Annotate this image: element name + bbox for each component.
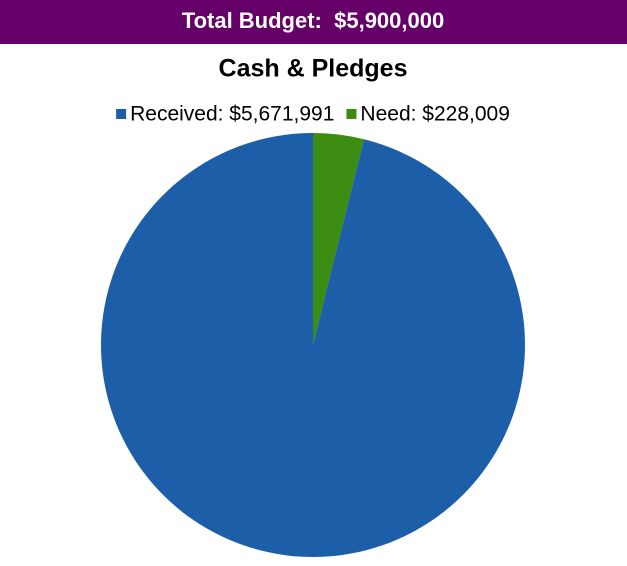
pie [100,133,525,557]
legend-label: Need: $228,009 [360,103,509,126]
legend-swatch [346,109,357,119]
legend-label: Received: $5,671,991 [130,103,334,126]
pie-slice [100,133,525,557]
legend-swatch [116,109,127,119]
legend: Received: $5,671,991 Need: $228,009 [116,103,510,126]
pie-slice [313,133,364,345]
chart-title: Cash & Pledges [219,55,408,83]
banner-title: Total Budget: $5,900,000 [182,8,444,33]
banner [0,0,627,44]
